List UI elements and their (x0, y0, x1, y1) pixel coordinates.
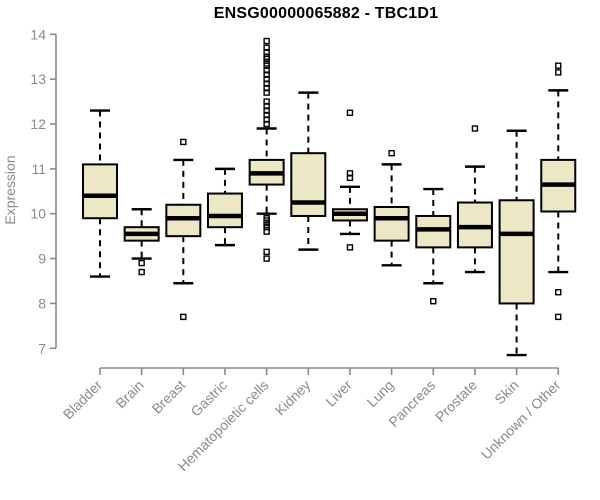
outlier-point (346, 174, 354, 182)
y-tick-label: 9 (38, 251, 46, 267)
y-tick-label: 10 (30, 206, 46, 222)
boxplot-group-unknown-other (540, 62, 577, 321)
boxplot-group-pancreas (415, 187, 452, 305)
outlier-point (263, 120, 270, 128)
outlier-point (430, 298, 437, 305)
x-tick-label: Liver (322, 377, 355, 410)
boxplot-group-gastric (206, 167, 243, 247)
x-tick-label: Kidney (272, 377, 314, 419)
boxplot-group-kidney (290, 91, 327, 251)
boxplot-group-prostate (456, 125, 493, 274)
y-tick-label: 7 (38, 340, 46, 356)
x-tick-label: Lung (363, 377, 396, 410)
outlier-point (263, 255, 270, 262)
iqr-box (82, 163, 118, 220)
iqr-box (206, 192, 243, 229)
outlier-point (346, 109, 354, 117)
x-tick-label: Breast (149, 377, 189, 417)
outlier-point (263, 89, 270, 96)
boxplot-group-lung (373, 149, 410, 267)
outlier-point (138, 268, 145, 276)
outlier-point (555, 313, 562, 321)
y-tick-label: 12 (30, 116, 46, 132)
boxplot-group-skin (498, 129, 535, 357)
boxplot-group-brain (123, 208, 160, 276)
x-tick-label: Bladder (60, 377, 106, 423)
iqr-box (290, 152, 327, 217)
x-tick-label: Prostate (432, 377, 480, 425)
chart-title: ENSG00000065882 - TBC1D1 (213, 5, 439, 22)
boxplot-group-liver (331, 109, 368, 251)
outlier-point (180, 138, 187, 146)
outlier-point (388, 149, 395, 157)
outlier-point (180, 313, 187, 321)
outlier-point (555, 69, 562, 76)
outlier-point (263, 248, 270, 256)
boxplot-group-hematopoietic-cells (248, 37, 285, 262)
outlier-point (263, 228, 270, 235)
x-tick-label: Brain (112, 377, 146, 411)
x-tick-label: Skin (491, 377, 522, 408)
iqr-box (498, 199, 535, 305)
outlier-point (555, 289, 562, 296)
boxplot-group-bladder (82, 109, 118, 278)
outlier-point (555, 62, 562, 69)
y-tick-label: 13 (30, 71, 46, 87)
y-tick-label: 8 (38, 295, 46, 311)
outlier-point (138, 259, 145, 267)
iqr-box (373, 206, 410, 242)
outlier-point (263, 37, 270, 45)
y-tick-label: 11 (31, 161, 46, 177)
outlier-point (471, 125, 479, 132)
y-axis: 7 8 9 10 11 12 13 14 (30, 26, 57, 356)
y-tick-label: 14 (30, 26, 46, 42)
outlier-point (346, 244, 354, 251)
x-tick-label: Unknown / Other (478, 377, 564, 463)
boxplot-group-breast (165, 138, 202, 321)
